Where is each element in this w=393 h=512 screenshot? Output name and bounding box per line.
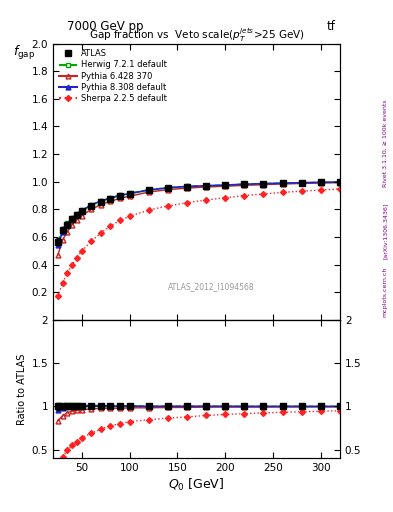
Legend: ATLAS, Herwig 7.2.1 default, Pythia 6.428 370, Pythia 8.308 default, Sherpa 2.2.: ATLAS, Herwig 7.2.1 default, Pythia 6.42… <box>57 48 169 104</box>
Y-axis label: Ratio to ATLAS: Ratio to ATLAS <box>17 353 28 425</box>
Text: 7000 GeV pp: 7000 GeV pp <box>67 20 143 33</box>
Text: tf: tf <box>327 20 336 33</box>
Y-axis label: $f_{\rm gap}$: $f_{\rm gap}$ <box>13 44 35 61</box>
Text: mcplots.cern.ch: mcplots.cern.ch <box>383 267 387 317</box>
Text: ATLAS_2012_I1094568: ATLAS_2012_I1094568 <box>167 282 254 291</box>
Title: Gap fraction vs  Veto scale($p_T^{jets}$>25 GeV): Gap fraction vs Veto scale($p_T^{jets}$>… <box>88 26 305 44</box>
Text: Rivet 3.1.10, ≥ 100k events: Rivet 3.1.10, ≥ 100k events <box>383 99 387 187</box>
Text: [arXiv:1306.3436]: [arXiv:1306.3436] <box>383 202 387 259</box>
X-axis label: $Q_0$ [GeV]: $Q_0$ [GeV] <box>168 477 225 494</box>
